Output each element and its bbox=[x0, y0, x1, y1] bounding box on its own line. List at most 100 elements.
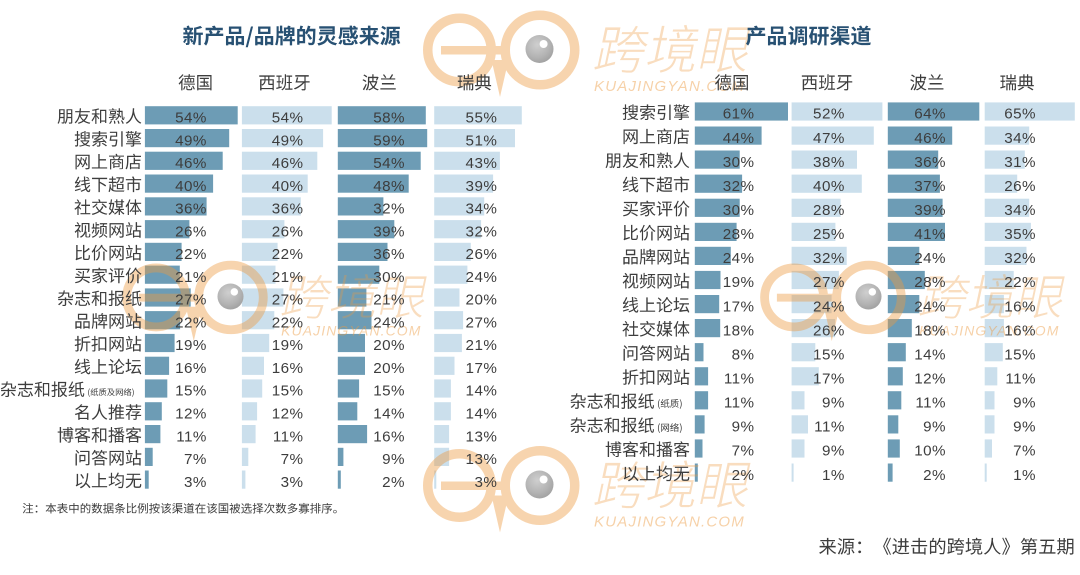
svg-text:9%: 9% bbox=[923, 419, 946, 436]
svg-text:52%: 52% bbox=[813, 106, 845, 123]
svg-text:28%: 28% bbox=[914, 274, 946, 291]
svg-text:26%: 26% bbox=[813, 322, 845, 339]
svg-text:34%: 34% bbox=[1004, 202, 1036, 219]
svg-text:49%: 49% bbox=[175, 132, 207, 149]
svg-text:15%: 15% bbox=[1004, 346, 1036, 363]
svg-text:11%: 11% bbox=[176, 428, 207, 445]
svg-text:21%: 21% bbox=[466, 337, 498, 354]
svg-text:21%: 21% bbox=[175, 269, 207, 286]
svg-text:20%: 20% bbox=[373, 360, 405, 377]
svg-text:44%: 44% bbox=[723, 130, 755, 147]
svg-text:27%: 27% bbox=[175, 292, 207, 309]
svg-text:39%: 39% bbox=[914, 202, 946, 219]
svg-text:2%: 2% bbox=[382, 474, 405, 491]
svg-text:25%: 25% bbox=[813, 226, 845, 243]
svg-text:16%: 16% bbox=[1004, 322, 1036, 339]
svg-text:22%: 22% bbox=[272, 246, 304, 263]
svg-text:27%: 27% bbox=[272, 292, 304, 309]
svg-text:27%: 27% bbox=[813, 274, 845, 291]
svg-text:13%: 13% bbox=[466, 428, 498, 445]
svg-text:32%: 32% bbox=[723, 178, 755, 195]
svg-text:61%: 61% bbox=[723, 106, 755, 123]
svg-text:11%: 11% bbox=[915, 395, 946, 412]
svg-text:34%: 34% bbox=[466, 201, 498, 218]
svg-text:40%: 40% bbox=[175, 178, 207, 195]
svg-text:34%: 34% bbox=[1004, 130, 1036, 147]
svg-text:9%: 9% bbox=[822, 395, 845, 412]
svg-text:27%: 27% bbox=[466, 314, 498, 331]
svg-text:KUAJINGYAN.COM: KUAJINGYAN.COM bbox=[594, 78, 745, 95]
svg-text:16%: 16% bbox=[1004, 298, 1036, 315]
svg-text:7%: 7% bbox=[184, 451, 207, 468]
svg-text:32%: 32% bbox=[1004, 250, 1036, 267]
svg-text:15%: 15% bbox=[813, 346, 845, 363]
svg-text:18%: 18% bbox=[723, 322, 755, 339]
svg-text:46%: 46% bbox=[272, 155, 304, 172]
svg-text:49%: 49% bbox=[272, 132, 304, 149]
svg-text:19%: 19% bbox=[175, 337, 207, 354]
svg-text:16%: 16% bbox=[175, 360, 207, 377]
svg-text:46%: 46% bbox=[914, 130, 946, 147]
svg-text:17%: 17% bbox=[723, 298, 755, 315]
svg-text:40%: 40% bbox=[813, 178, 845, 195]
svg-text:30%: 30% bbox=[723, 154, 755, 171]
svg-text:9%: 9% bbox=[822, 443, 845, 460]
svg-text:32%: 32% bbox=[466, 223, 498, 240]
svg-text:54%: 54% bbox=[272, 110, 304, 127]
svg-text:3%: 3% bbox=[184, 474, 207, 491]
svg-text:24%: 24% bbox=[813, 298, 845, 315]
svg-text:1%: 1% bbox=[822, 467, 845, 484]
svg-text:48%: 48% bbox=[373, 178, 405, 195]
svg-text:64%: 64% bbox=[914, 106, 946, 123]
svg-text:22%: 22% bbox=[175, 246, 207, 263]
svg-text:12%: 12% bbox=[175, 406, 207, 423]
svg-text:11%: 11% bbox=[724, 395, 755, 412]
svg-text:17%: 17% bbox=[466, 360, 498, 377]
svg-text:17%: 17% bbox=[813, 371, 845, 388]
svg-text:9%: 9% bbox=[1013, 419, 1036, 436]
svg-text:28%: 28% bbox=[813, 202, 845, 219]
svg-text:14%: 14% bbox=[466, 383, 498, 400]
svg-text:3%: 3% bbox=[281, 474, 304, 491]
svg-text:7%: 7% bbox=[732, 443, 755, 460]
svg-text:1%: 1% bbox=[1013, 467, 1036, 484]
svg-text:16%: 16% bbox=[373, 428, 405, 445]
svg-text:32%: 32% bbox=[373, 201, 405, 218]
svg-text:24%: 24% bbox=[466, 269, 498, 286]
svg-text:24%: 24% bbox=[914, 250, 946, 267]
svg-text:15%: 15% bbox=[373, 383, 405, 400]
svg-text:30%: 30% bbox=[723, 202, 755, 219]
svg-text:16%: 16% bbox=[272, 360, 304, 377]
svg-text:26%: 26% bbox=[272, 223, 304, 240]
svg-text:9%: 9% bbox=[1013, 395, 1036, 412]
svg-text:11%: 11% bbox=[814, 419, 845, 436]
svg-text:22%: 22% bbox=[1004, 274, 1036, 291]
svg-text:10%: 10% bbox=[914, 443, 946, 460]
svg-text:54%: 54% bbox=[373, 155, 405, 172]
svg-text:24%: 24% bbox=[723, 250, 755, 267]
svg-text:36%: 36% bbox=[373, 246, 405, 263]
svg-text:7%: 7% bbox=[281, 451, 304, 468]
svg-text:39%: 39% bbox=[466, 178, 498, 195]
svg-text:9%: 9% bbox=[382, 451, 405, 468]
svg-text:22%: 22% bbox=[175, 314, 207, 331]
svg-text:12%: 12% bbox=[272, 406, 304, 423]
svg-text:15%: 15% bbox=[272, 383, 304, 400]
svg-text:36%: 36% bbox=[272, 201, 304, 218]
svg-text:28%: 28% bbox=[723, 226, 755, 243]
svg-text:35%: 35% bbox=[1004, 226, 1036, 243]
svg-text:11%: 11% bbox=[273, 428, 304, 445]
svg-text:8%: 8% bbox=[732, 346, 755, 363]
svg-text:46%: 46% bbox=[175, 155, 207, 172]
svg-text:26%: 26% bbox=[1004, 178, 1036, 195]
svg-text:2%: 2% bbox=[923, 467, 946, 484]
svg-text:65%: 65% bbox=[1004, 106, 1036, 123]
svg-text:55%: 55% bbox=[466, 110, 498, 127]
svg-text:38%: 38% bbox=[813, 154, 845, 171]
svg-text:18%: 18% bbox=[914, 322, 946, 339]
svg-text:12%: 12% bbox=[914, 371, 946, 388]
svg-text:15%: 15% bbox=[175, 383, 207, 400]
svg-text:11%: 11% bbox=[1005, 371, 1036, 388]
svg-text:21%: 21% bbox=[373, 292, 405, 309]
svg-text:24%: 24% bbox=[914, 298, 946, 315]
